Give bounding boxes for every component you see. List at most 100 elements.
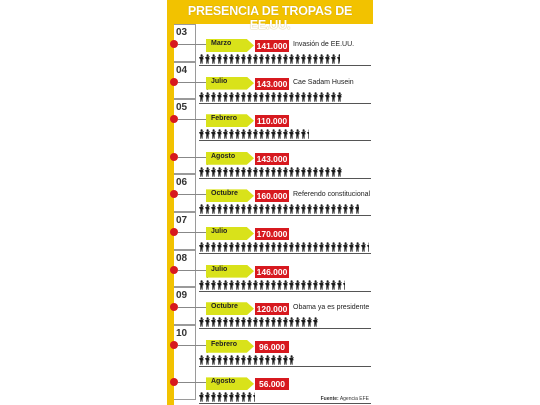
- soldier-icon: [199, 354, 204, 365]
- soldier-icon: [294, 242, 300, 252]
- soldier-icon: [300, 91, 306, 102]
- troop-value: 170.000: [255, 228, 289, 240]
- soldier-icon: [324, 204, 330, 215]
- soldier-icon: [246, 166, 252, 177]
- soldier-icon: [318, 204, 324, 215]
- soldier-icon: [336, 279, 342, 290]
- soldier-icon: [210, 91, 216, 102]
- soldier-icon: [258, 91, 264, 102]
- soldier-icon: [348, 204, 354, 215]
- soldier-icon: [348, 242, 354, 252]
- soldier-icon: [234, 166, 240, 177]
- soldier-icon: [258, 279, 264, 290]
- year-label: 10: [176, 327, 188, 339]
- soldier-icon: [228, 129, 234, 139]
- soldier-icon: [204, 317, 210, 327]
- soldier-icon: [252, 166, 258, 177]
- connector-line: [178, 119, 208, 121]
- bar-baseline: [199, 403, 371, 405]
- timeline-dot: [170, 190, 178, 199]
- month-label: Octubre: [211, 190, 238, 198]
- soldier-icon: [294, 54, 300, 64]
- soldier-icon: [234, 54, 240, 64]
- soldier-icon: [264, 129, 270, 139]
- soldier-icon: [264, 354, 270, 365]
- soldier-icon: [318, 279, 324, 290]
- soldier-icon: [282, 166, 288, 177]
- soldier-icon: [210, 204, 216, 215]
- month-tag: Julio: [206, 76, 254, 90]
- soldier-icon: [252, 91, 258, 102]
- month-tag: Julio: [206, 264, 254, 278]
- soldier-icon: [210, 392, 216, 403]
- year-label: 05: [176, 102, 188, 114]
- month-label: Febrero: [211, 115, 238, 123]
- year-box: 10: [174, 324, 196, 400]
- soldier-icon: [312, 317, 318, 327]
- soldier-icon: [252, 129, 258, 139]
- soldier-icon: [228, 166, 234, 177]
- soldier-icon: [222, 204, 228, 215]
- soldier-icon: [282, 204, 288, 215]
- title-banner: PRESENCIA DE TROPAS DE EE.UU.: [167, 0, 373, 32]
- soldier-icon: [240, 166, 246, 177]
- month-label: Agosto: [211, 378, 236, 386]
- connector-line: [178, 156, 208, 158]
- soldier-icon: [204, 354, 210, 365]
- soldier-icon: [318, 166, 324, 177]
- soldier-icon: [228, 54, 234, 64]
- soldier-icon: [234, 204, 240, 215]
- timeline-dot: [170, 378, 178, 387]
- infographic: PRESENCIA DE TROPAS DE EE.UU. 03 04 05 06 07…: [167, 0, 373, 405]
- soldier-icon: [276, 204, 282, 215]
- soldier-icon: [246, 392, 252, 403]
- month-tag: Octubre: [206, 302, 254, 316]
- soldier-icon: [300, 166, 306, 177]
- soldier-icon: [336, 91, 342, 102]
- connector-line: [178, 232, 208, 233]
- soldier-icon: [270, 91, 276, 102]
- soldier-icon: [282, 129, 288, 139]
- troop-value: 146.000: [255, 265, 289, 278]
- connector-line: [178, 382, 208, 384]
- event-note: Referendo constitucional: [293, 191, 371, 199]
- soldier-icon: [210, 129, 216, 139]
- timeline-dot: [170, 40, 178, 48]
- soldier-icon: [282, 242, 288, 252]
- timeline-dot: [170, 303, 178, 312]
- soldier-icon: [246, 354, 252, 365]
- soldier-icon: [336, 204, 342, 215]
- soldier-icon: [270, 242, 276, 252]
- soldier-icon: [282, 354, 288, 365]
- month-tag: Febrero: [206, 339, 254, 353]
- troop-bar: [199, 354, 295, 366]
- soldier-icon: [354, 204, 359, 215]
- soldier-icon: [312, 166, 318, 177]
- soldier-icon: [288, 54, 294, 64]
- year-box: 04: [174, 61, 196, 100]
- soldier-icon: [199, 204, 204, 215]
- soldier-icon: [342, 279, 345, 290]
- soldier-icon: [199, 129, 204, 139]
- soldier-icon: [294, 279, 300, 290]
- soldier-icon: [234, 354, 240, 365]
- soldier-icon: [366, 242, 369, 252]
- soldier-icon: [222, 166, 228, 177]
- soldier-icon: [252, 354, 258, 365]
- soldier-icon: [246, 91, 252, 102]
- soldier-icon: [282, 317, 288, 327]
- soldier-icon: [276, 91, 282, 102]
- soldier-icon: [240, 204, 246, 215]
- soldier-icon: [300, 242, 306, 252]
- soldier-icon: [252, 392, 255, 403]
- soldier-icon: [228, 317, 234, 327]
- soldier-icon: [240, 279, 246, 290]
- soldier-icon: [246, 204, 252, 215]
- soldier-icon: [246, 317, 252, 327]
- soldier-icon: [330, 242, 336, 252]
- soldier-icon: [199, 279, 204, 290]
- soldier-icon: [342, 204, 348, 215]
- soldier-icon: [276, 166, 282, 177]
- troop-bar: [199, 91, 342, 103]
- soldier-icon: [318, 91, 324, 102]
